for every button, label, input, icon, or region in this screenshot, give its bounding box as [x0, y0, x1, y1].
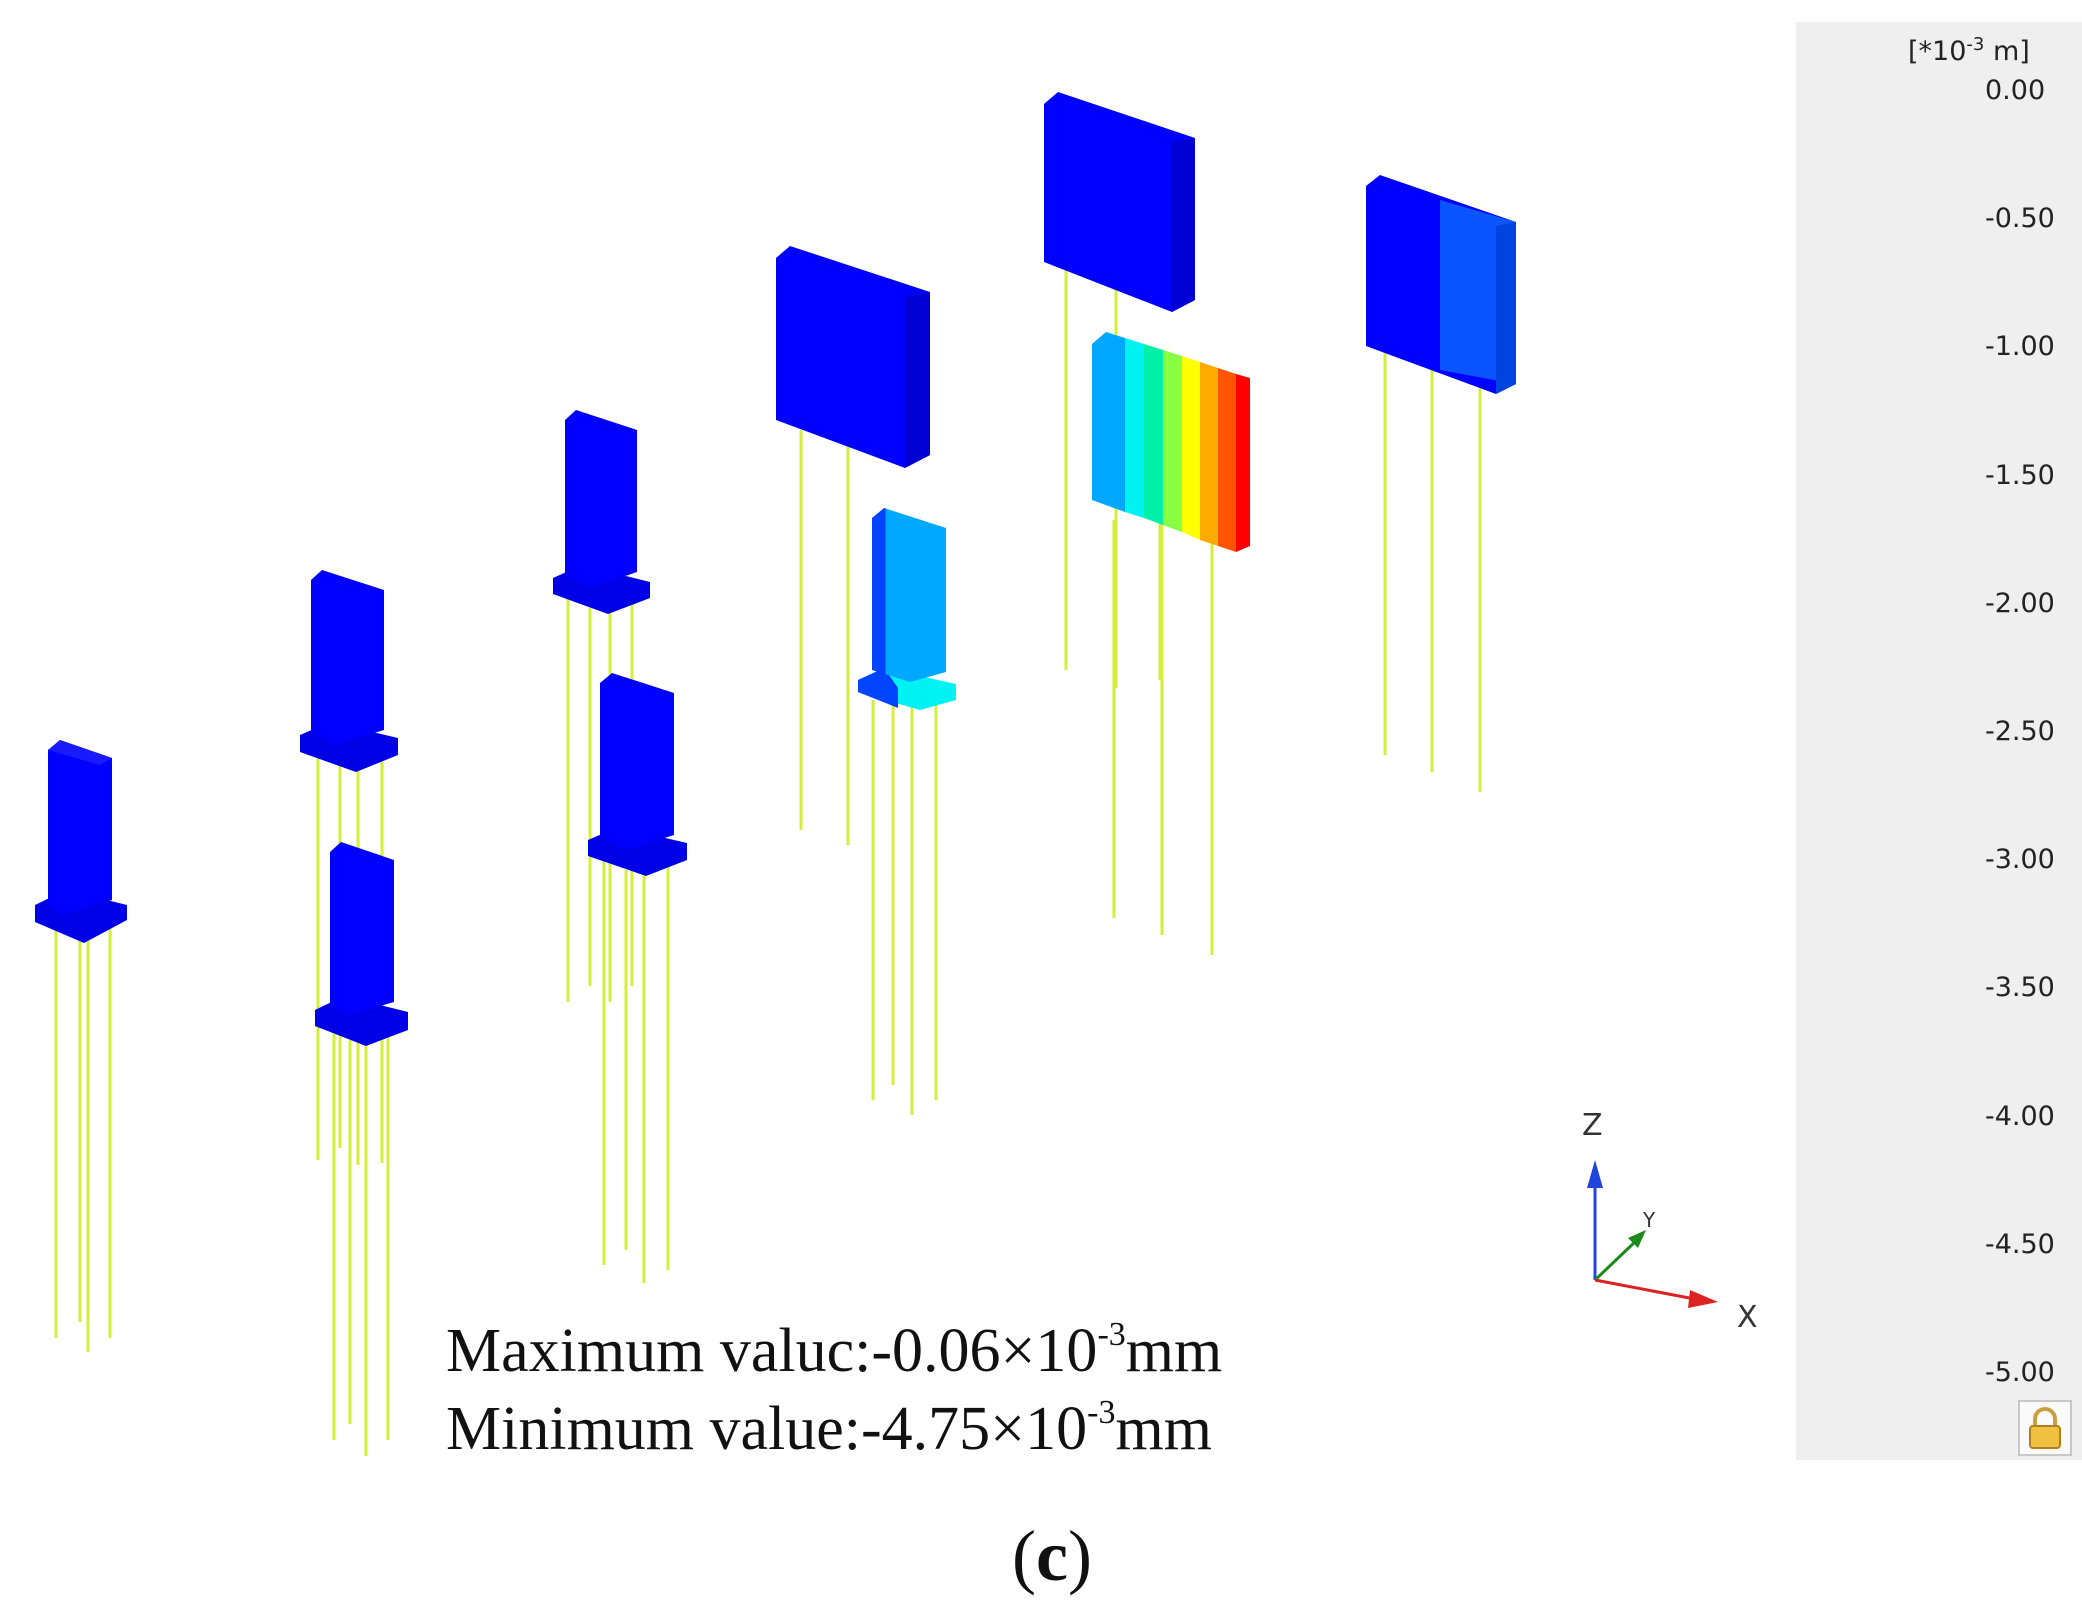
z-arrow-icon: [1587, 1160, 1603, 1188]
axis-triad: [1587, 1160, 1718, 1308]
pier-2-lower: [315, 842, 408, 1046]
subfigure-label: (c): [1012, 1516, 1092, 1596]
cap-7-gradient: [1092, 332, 1250, 552]
max-value-caption: Maximum valuc:-0.06×10-3mm: [446, 1316, 1223, 1385]
legend-tick-label: -5.00: [1985, 1357, 2055, 1388]
pier-3-upper: [553, 410, 650, 614]
legend-unit-label: [*10-3 m]: [1908, 34, 2030, 67]
legend-tick-label: -4.50: [1985, 1228, 2055, 1260]
pier-2-upper: [300, 570, 398, 772]
legend-tick-label: -1.50: [1985, 459, 2055, 491]
cap-6: [1044, 92, 1195, 312]
pier-4-affected: [858, 508, 956, 710]
pier-3-lower: [588, 673, 687, 876]
legend-tick-label: 0.00: [1985, 75, 2046, 106]
legend-tick-label: -4.00: [1985, 1100, 2055, 1132]
x-arrow-icon: [1688, 1290, 1718, 1308]
legend-tick-label: -0.50: [1985, 203, 2055, 235]
piles: [54, 270, 1482, 1456]
legend-tick-label: -1.00: [1985, 331, 2055, 363]
min-value-caption: Minimum value:-4.75×10-3mm: [446, 1394, 1212, 1463]
legend-panel: [1796, 22, 2082, 1460]
y-arrow-icon: [1628, 1230, 1646, 1248]
cap-8: [1366, 175, 1516, 394]
legend-tick-label: -2.00: [1985, 587, 2055, 619]
lock-icon[interactable]: [2018, 1400, 2072, 1456]
legend-tick-label: -3.00: [1985, 844, 2055, 876]
y-axis-label: Y: [1643, 1208, 1656, 1232]
cap-5: [776, 246, 930, 468]
legend-tick-label: -2.50: [1985, 716, 2055, 747]
legend-tick-label: -3.50: [1985, 972, 2055, 1004]
x-axis-label: X: [1737, 1300, 1758, 1335]
z-axis-label: Z: [1582, 1108, 1603, 1143]
pier-1: [35, 740, 127, 943]
